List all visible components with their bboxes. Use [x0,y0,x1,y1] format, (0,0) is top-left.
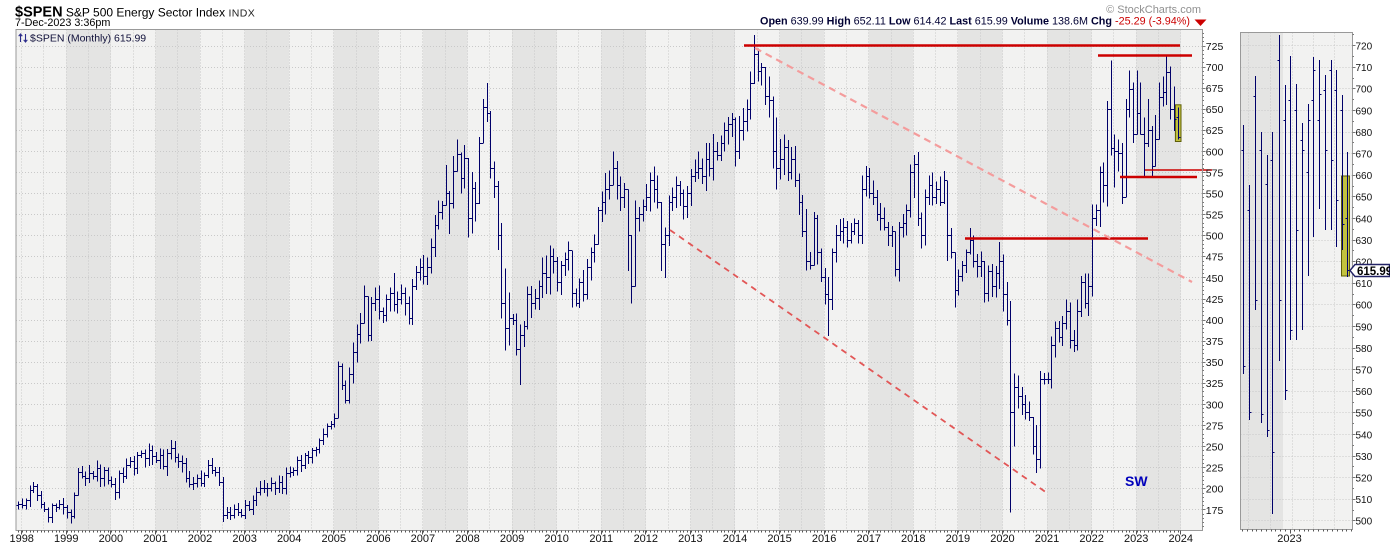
svg-text:© StockCharts.com: © StockCharts.com [1106,4,1201,16]
svg-text:550: 550 [1206,188,1224,200]
svg-text:520: 520 [1356,474,1373,485]
svg-text:325: 325 [1206,378,1224,390]
svg-text:2013: 2013 [678,533,702,545]
svg-text:670: 670 [1356,150,1373,161]
svg-text:615.99: 615.99 [1357,266,1390,278]
svg-text:2024: 2024 [1169,533,1193,545]
svg-text:1999: 1999 [54,533,78,545]
svg-text:700: 700 [1356,85,1373,96]
svg-text:525: 525 [1206,210,1224,222]
svg-text:2012: 2012 [634,533,658,545]
svg-text:500: 500 [1356,517,1373,528]
svg-text:250: 250 [1206,442,1224,454]
svg-text:510: 510 [1356,495,1373,506]
svg-text:SW: SW [1125,473,1148,489]
svg-text:2005: 2005 [322,533,346,545]
svg-text:610: 610 [1356,279,1373,290]
svg-text:300: 300 [1206,399,1224,411]
svg-text:175: 175 [1206,505,1224,517]
svg-text:275: 275 [1206,420,1224,432]
svg-text:650: 650 [1356,193,1373,204]
svg-text:500: 500 [1206,231,1224,243]
svg-text:2021: 2021 [1035,533,1059,545]
svg-text:2016: 2016 [812,533,836,545]
svg-text:690: 690 [1356,106,1373,117]
svg-text:2019: 2019 [946,533,970,545]
svg-text:425: 425 [1206,294,1224,306]
svg-text:2018: 2018 [901,533,925,545]
svg-text:600: 600 [1206,146,1224,158]
svg-text:2006: 2006 [366,533,390,545]
svg-text:2004: 2004 [277,533,301,545]
svg-text:2022: 2022 [1079,533,1103,545]
svg-text:2001: 2001 [143,533,167,545]
svg-text:550: 550 [1356,409,1373,420]
svg-text:675: 675 [1206,83,1224,95]
svg-text:560: 560 [1356,387,1373,398]
svg-text:570: 570 [1356,366,1373,377]
svg-text:630: 630 [1356,236,1373,247]
svg-text:375: 375 [1206,336,1224,348]
svg-text:590: 590 [1356,322,1373,333]
svg-text:350: 350 [1206,357,1224,369]
svg-text:$SPEN (Monthly) 615.99: $SPEN (Monthly) 615.99 [30,33,146,45]
svg-text:400: 400 [1206,315,1224,327]
svg-text:2023: 2023 [1124,533,1148,545]
svg-text:700: 700 [1206,62,1224,74]
svg-text:2017: 2017 [856,533,880,545]
svg-text:2011: 2011 [589,533,613,545]
svg-text:540: 540 [1356,430,1373,441]
svg-text:2014: 2014 [723,533,747,545]
svg-text:625: 625 [1206,125,1224,137]
svg-text:600: 600 [1356,301,1373,312]
svg-text:575: 575 [1206,167,1224,179]
svg-text:Open 639.99 High 652.11 Low 61: Open 639.99 High 652.11 Low 614.42 Last … [760,16,1190,28]
svg-text:2003: 2003 [232,533,256,545]
svg-text:475: 475 [1206,252,1224,264]
svg-text:2000: 2000 [99,533,123,545]
svg-text:530: 530 [1356,452,1373,463]
svg-text:$SPEN S&P 500 Energy Sector In: $SPEN S&P 500 Energy Sector Index INDX [15,5,255,21]
svg-text:200: 200 [1206,484,1224,496]
svg-text:710: 710 [1356,63,1373,74]
svg-text:2020: 2020 [990,533,1014,545]
svg-text:2002: 2002 [188,533,212,545]
svg-text:2023: 2023 [1277,533,1301,545]
svg-text:2008: 2008 [455,533,479,545]
svg-text:450: 450 [1206,273,1224,285]
svg-text:640: 640 [1356,214,1373,225]
svg-text:2007: 2007 [411,533,435,545]
svg-text:620: 620 [1356,258,1373,269]
svg-text:2009: 2009 [500,533,524,545]
svg-text:2015: 2015 [767,533,791,545]
svg-text:2010: 2010 [544,533,568,545]
svg-text:650: 650 [1206,104,1224,116]
svg-text:660: 660 [1356,171,1373,182]
svg-text:225: 225 [1206,463,1224,475]
svg-text:720: 720 [1356,42,1373,53]
svg-text:7-Dec-2023 3:36pm: 7-Dec-2023 3:36pm [15,17,110,29]
svg-text:1998: 1998 [9,533,33,545]
svg-text:680: 680 [1356,128,1373,139]
svg-text:725: 725 [1206,41,1224,53]
svg-text:580: 580 [1356,344,1373,355]
